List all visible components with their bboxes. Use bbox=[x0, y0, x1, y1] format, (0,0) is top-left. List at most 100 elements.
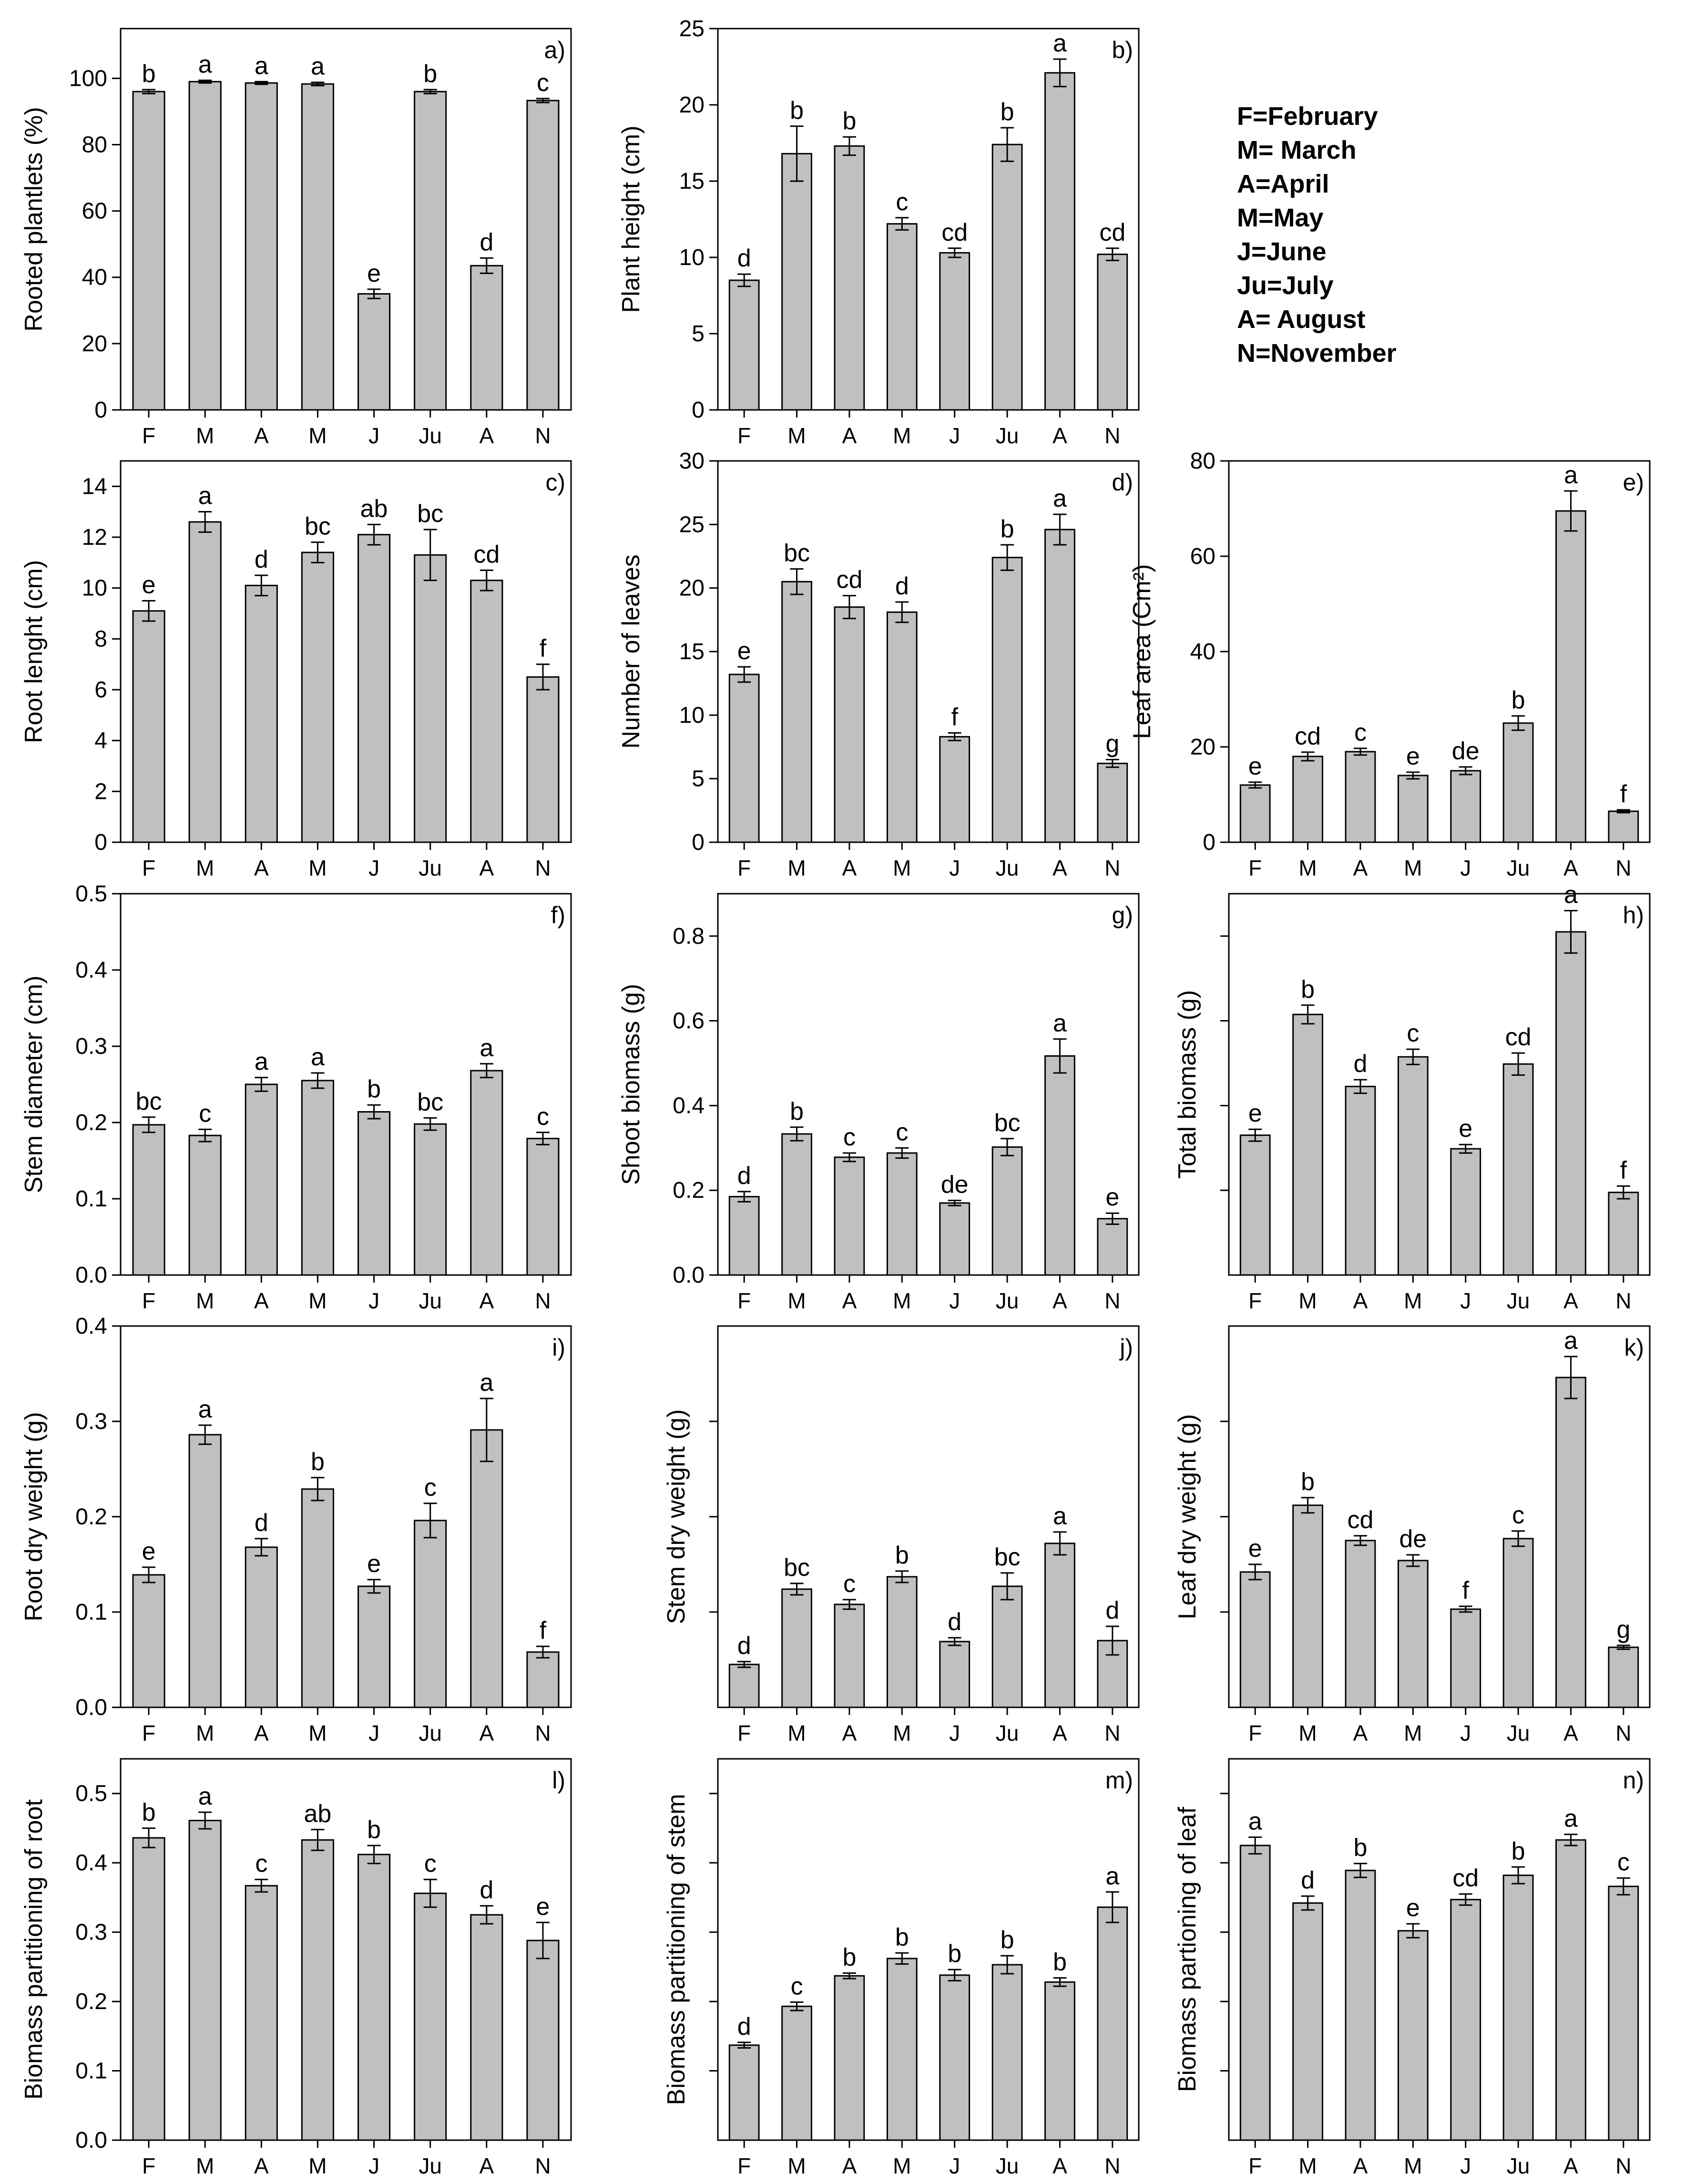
bar bbox=[1450, 770, 1481, 843]
y-axis-label: Biomass partitioning of root bbox=[20, 1799, 48, 2100]
x-tick-label: M bbox=[308, 1288, 327, 1313]
significance-letter: c bbox=[1407, 1020, 1419, 1047]
significance-letter: c bbox=[843, 1570, 856, 1598]
bar bbox=[245, 584, 278, 843]
significance-letter: a bbox=[1053, 1502, 1067, 1530]
y-tick-label: 0.0 bbox=[75, 1263, 107, 1288]
y-tick-label: 20 bbox=[679, 92, 705, 118]
y-tick-label: 40 bbox=[1190, 639, 1216, 664]
y-tick-label: 0.2 bbox=[673, 1178, 705, 1203]
x-tick-label: A bbox=[842, 1288, 857, 1313]
bar bbox=[188, 1819, 222, 2141]
x-tick-label: A bbox=[1353, 2153, 1368, 2178]
x-tick-label: A bbox=[479, 423, 494, 448]
x-tick-label: M bbox=[893, 1288, 911, 1313]
significance-letter: b bbox=[842, 1943, 856, 1971]
x-tick-label: A bbox=[842, 423, 857, 448]
x-tick-label: M bbox=[787, 1288, 806, 1313]
y-axis-label: Plant height (cm) bbox=[617, 125, 645, 313]
significance-letter: c bbox=[537, 69, 549, 97]
x-tick-label: F bbox=[142, 1288, 155, 1313]
chart-panel-l: 0.0 0.1 0.2 0.3 0.4 0.5 Biomass partitioning o… bbox=[20, 1758, 572, 2178]
x-tick-label: M bbox=[1404, 1721, 1422, 1745]
y-tick-label: 20 bbox=[1190, 735, 1216, 760]
x-tick-label: M bbox=[196, 856, 214, 880]
significance-letter: b bbox=[1301, 1468, 1315, 1496]
y-tick-label: 0.3 bbox=[75, 1409, 107, 1434]
bar bbox=[301, 1488, 335, 1708]
bar bbox=[834, 1975, 865, 2141]
x-tick-label: M bbox=[308, 1721, 327, 1745]
bar bbox=[357, 1585, 391, 1708]
x-tick-label: M bbox=[893, 1721, 911, 1745]
x-tick-label: M bbox=[1298, 1721, 1317, 1745]
significance-letter: b bbox=[367, 1816, 381, 1844]
y-axis-label: Biomass partitioning of stem bbox=[663, 1794, 690, 2105]
x-tick-label: N bbox=[1104, 1721, 1120, 1745]
x-tick-label: J bbox=[368, 1288, 379, 1313]
plot-frame bbox=[717, 1325, 1140, 1708]
plot-frame bbox=[717, 28, 1140, 411]
x-tick-label: M bbox=[787, 856, 806, 880]
x-tick-label: M bbox=[787, 2153, 806, 2178]
y-tick-label: 0.4 bbox=[75, 958, 107, 983]
x-tick-label: M bbox=[308, 856, 327, 880]
significance-letter: c bbox=[791, 1973, 803, 2000]
y-tick-label: 8 bbox=[94, 626, 107, 652]
significance-letter: cd bbox=[473, 541, 500, 568]
x-tick-label: Ju bbox=[1507, 2153, 1530, 2178]
chart-panel-m: Biomass partitioning of stem m) d Fc Mb Ab Mb J… bbox=[663, 1758, 1140, 2178]
y-axis-label: Shoot biomass (g) bbox=[617, 984, 645, 1185]
bar bbox=[728, 279, 760, 411]
significance-letter: bc bbox=[994, 1543, 1021, 1571]
x-tick-label: A bbox=[479, 2153, 494, 2178]
chart-panel-d: 0 5 10 15 20 25 30 Number of leaves d) e Fbc Mcd Ad M… bbox=[617, 449, 1140, 880]
bar bbox=[1044, 1981, 1075, 2141]
significance-letter: c bbox=[424, 1474, 437, 1501]
x-tick-label: J bbox=[368, 423, 379, 448]
x-tick-label: N bbox=[1104, 2153, 1120, 2178]
y-tick-label: 12 bbox=[82, 525, 107, 550]
x-tick-label: Ju bbox=[419, 423, 442, 448]
x-tick-label: F bbox=[1248, 1721, 1262, 1745]
y-tick-label: 60 bbox=[1190, 544, 1216, 569]
x-tick-label: M bbox=[1404, 2153, 1422, 2178]
x-tick-label: M bbox=[893, 856, 911, 880]
x-tick-label: J bbox=[949, 2153, 960, 2178]
bar bbox=[991, 1585, 1023, 1708]
x-tick-label: F bbox=[737, 1288, 751, 1313]
bar bbox=[781, 153, 812, 411]
significance-letter: f bbox=[1620, 1156, 1627, 1184]
bar bbox=[781, 581, 812, 843]
significance-letter: bc bbox=[417, 1088, 443, 1116]
legend-line: F=February bbox=[1237, 102, 1378, 131]
significance-letter: a bbox=[1053, 1010, 1067, 1037]
x-tick-label: A bbox=[1563, 1721, 1578, 1745]
significance-letter: a bbox=[1053, 30, 1067, 57]
significance-letter: ab bbox=[304, 1800, 332, 1827]
x-tick-label: A bbox=[1353, 856, 1368, 880]
y-tick-label: 0.1 bbox=[75, 1186, 107, 1212]
chart-panel-n: Biomass partioning of leaf n) a Fd Mb Ae Mcd Jb… bbox=[1174, 1758, 1651, 2178]
y-tick-label: 14 bbox=[82, 474, 107, 499]
y-tick-label: 0.2 bbox=[75, 1989, 107, 2014]
significance-letter: e bbox=[1406, 1894, 1420, 1922]
bar bbox=[470, 1914, 503, 2141]
y-tick-label: 0.1 bbox=[75, 1600, 107, 1625]
significance-letter: c bbox=[1354, 719, 1367, 746]
bar bbox=[526, 1939, 560, 2141]
significance-letter: c bbox=[537, 1103, 549, 1131]
bar bbox=[470, 1070, 503, 1276]
significance-letter: c bbox=[1512, 1501, 1524, 1529]
significance-letter: e bbox=[142, 1538, 156, 1565]
panel-tag: d) bbox=[1112, 469, 1133, 496]
bar bbox=[781, 1588, 812, 1708]
significance-letter: b bbox=[1301, 976, 1315, 1003]
bar bbox=[834, 1603, 865, 1708]
bar bbox=[1555, 931, 1586, 1276]
x-tick-label: F bbox=[142, 2153, 155, 2178]
panel-tag: f) bbox=[551, 902, 565, 929]
x-tick-label: Ju bbox=[419, 1288, 442, 1313]
y-tick-label: 0.6 bbox=[673, 1009, 705, 1034]
bar bbox=[1608, 1886, 1639, 2141]
